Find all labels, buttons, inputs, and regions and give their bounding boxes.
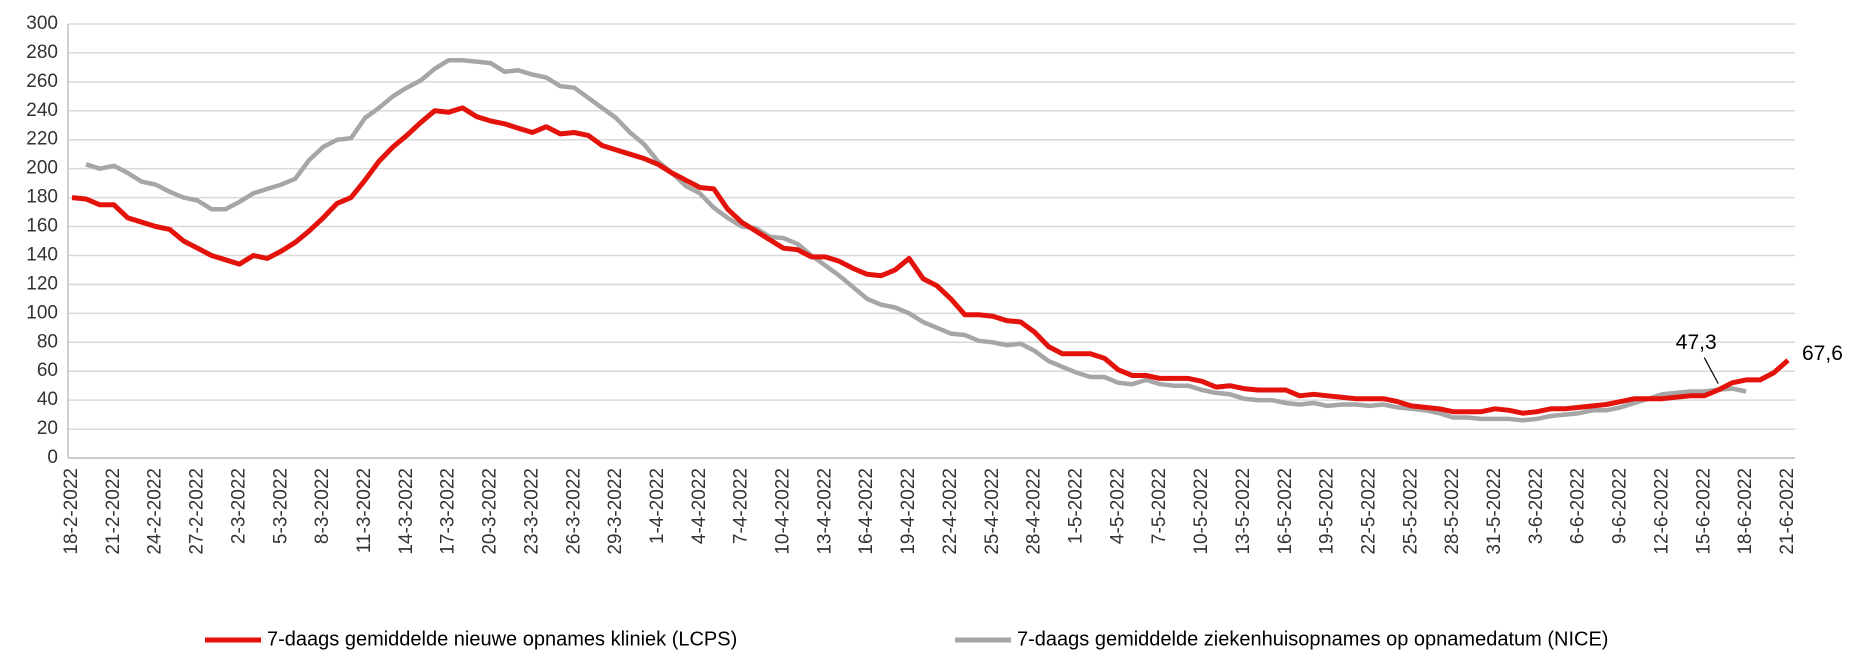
x-tick-label: 25-4-2022 [982,468,1003,555]
x-tick-label: 18-6-2022 [1735,468,1756,555]
x-tick-label: 20-3-2022 [480,468,501,555]
y-tick-label: 160 [26,216,58,237]
x-tick-label: 14-3-2022 [396,468,417,555]
y-tick-label: 180 [26,187,58,208]
x-tick-label: 29-3-2022 [605,468,626,555]
x-tick-label: 1-4-2022 [647,468,668,544]
y-tick-label: 220 [26,129,58,150]
y-tick-label: 20 [37,418,58,439]
x-tick-label: 13-5-2022 [1233,468,1254,555]
x-tick-label: 25-5-2022 [1400,468,1421,555]
x-tick-label: 3-6-2022 [1526,468,1547,544]
series-line [85,57,1747,423]
x-tick-label: 16-5-2022 [1275,468,1296,555]
data-label: 67,6 [1802,342,1843,365]
x-tick-label: 8-3-2022 [312,468,333,544]
y-tick-label: 100 [26,302,58,323]
x-tick-label: 10-5-2022 [1191,468,1212,555]
x-tick-label: 31-5-2022 [1484,468,1505,555]
y-tick-label: 0 [47,447,58,468]
x-tick-label: 21-6-2022 [1777,468,1798,555]
x-tick-label: 5-3-2022 [270,468,291,544]
y-tick-label: 40 [37,389,58,410]
x-tick-label: 9-6-2022 [1610,468,1631,544]
x-tick-label: 7-4-2022 [731,468,752,544]
label-leader [1703,357,1719,384]
y-tick-label: 120 [26,273,58,294]
x-tick-label: 21-2-2022 [103,468,124,555]
series-line [71,105,1790,416]
x-tick-label: 1-5-2022 [1066,468,1087,544]
x-tick-label: 16-4-2022 [856,468,877,555]
y-tick-label: 280 [26,42,58,63]
x-tick-label: 15-6-2022 [1693,468,1714,555]
x-tick-label: 2-3-2022 [228,468,249,544]
x-tick-label: 27-2-2022 [187,468,208,555]
x-tick-label: 12-6-2022 [1651,468,1672,555]
x-tick-label: 17-3-2022 [438,468,459,555]
y-tick-label: 140 [26,244,58,265]
x-tick-label: 4-5-2022 [1107,468,1128,544]
x-tick-label: 10-4-2022 [773,468,794,555]
x-tick-label: 19-4-2022 [898,468,919,555]
x-tick-label: 13-4-2022 [814,468,835,555]
x-tick-label: 28-5-2022 [1442,468,1463,555]
legend-label: 7-daags gemiddelde ziekenhuisopnames op … [1017,628,1608,650]
y-tick-label: 260 [26,71,58,92]
x-tick-label: 26-3-2022 [563,468,584,555]
y-tick-label: 200 [26,158,58,179]
x-tick-label: 28-4-2022 [1024,468,1045,555]
x-tick-label: 7-5-2022 [1149,468,1170,544]
data-label: 47,3 [1676,331,1717,354]
x-tick-label: 24-2-2022 [145,468,166,555]
x-tick-label: 22-5-2022 [1358,468,1379,555]
x-tick-label: 22-4-2022 [940,468,961,555]
x-tick-label: 23-3-2022 [521,468,542,555]
y-tick-label: 60 [37,360,58,381]
y-tick-label: 80 [37,331,58,352]
x-tick-label: 6-6-2022 [1568,468,1589,544]
x-tick-label: 18-2-2022 [61,468,82,555]
y-tick-label: 300 [26,13,58,34]
x-tick-label: 19-5-2022 [1317,468,1338,555]
legend-label: 7-daags gemiddelde nieuwe opnames klinie… [267,628,737,650]
y-tick-label: 240 [26,100,58,121]
x-tick-label: 4-4-2022 [689,468,710,544]
x-tick-label: 11-3-2022 [354,468,375,553]
